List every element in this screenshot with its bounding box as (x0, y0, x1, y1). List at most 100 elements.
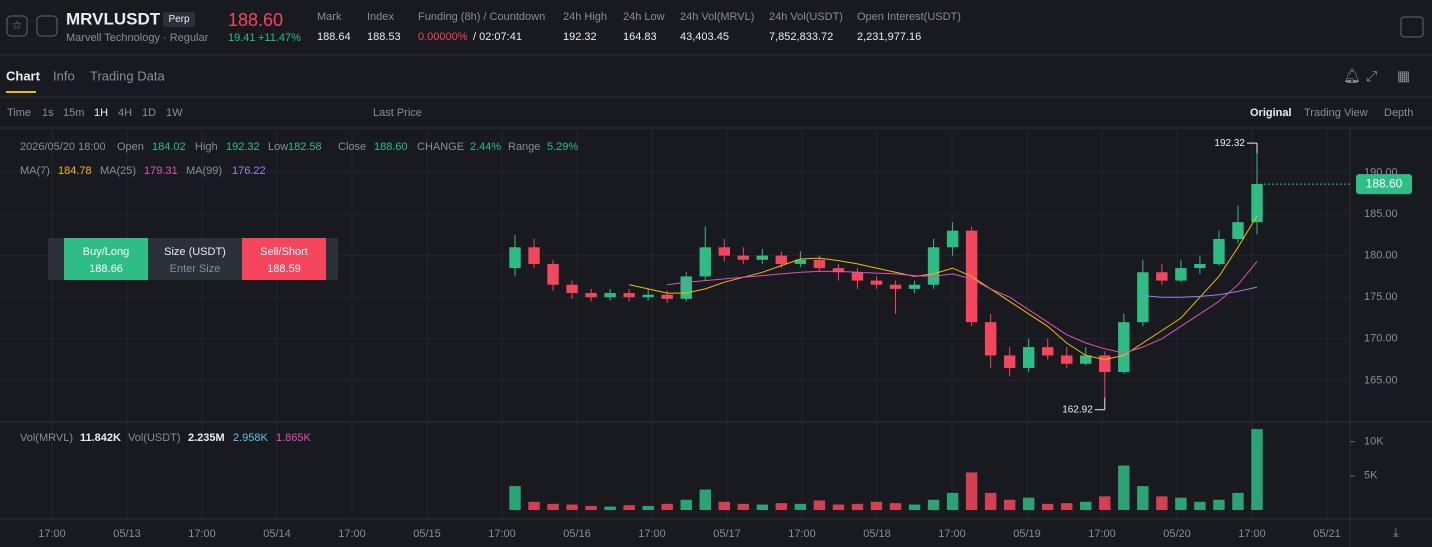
volume-bar (623, 505, 635, 510)
y-tick-label: 185.00 (1364, 208, 1398, 220)
volume-bar (718, 501, 730, 510)
candle-body (889, 284, 902, 289)
volume-bar (642, 505, 654, 510)
candle-body (528, 247, 540, 264)
volume-bar (699, 489, 711, 510)
candle-body (832, 268, 845, 273)
ma-line (629, 215, 1258, 361)
volume-bar (927, 499, 940, 510)
menu-icon[interactable] (1400, 16, 1424, 38)
buy-button[interactable] (64, 238, 148, 280)
badge (163, 12, 195, 27)
x-tick-label: 05/13 (113, 528, 141, 540)
legend-value: 184.02 (152, 141, 186, 153)
stat-value: 192.32 (563, 31, 597, 43)
interval[interactable]: 1H (94, 107, 108, 119)
legend-value: 2.44% (470, 141, 501, 153)
candle-body (585, 293, 597, 298)
volume-bar (1061, 503, 1073, 510)
volume-bar (1042, 503, 1054, 510)
interval[interactable]: Time (7, 107, 31, 119)
x-tick-label: 05/21 (1313, 528, 1341, 540)
x-tick-label: 17:00 (1088, 528, 1116, 540)
stat-value: 188.53 (367, 31, 401, 43)
legend-label: Close (338, 141, 366, 153)
x-tick-label: 17:00 (38, 528, 66, 540)
expand-icon[interactable]: ⤢ (1366, 68, 1377, 84)
layout-icon[interactable]: ▦ (1397, 68, 1410, 84)
vol-ma-label: 2.958K (233, 432, 269, 444)
x-tick-label: 17:00 (638, 528, 666, 540)
interval[interactable]: 15m (63, 107, 84, 119)
candle-body (509, 247, 521, 269)
x-tick-label: 05/15 (413, 528, 441, 540)
interval[interactable]: 4H (118, 107, 132, 119)
tab-underline (6, 91, 36, 93)
volume-bar (1003, 499, 1016, 510)
header-bg (0, 0, 1432, 55)
view[interactable]: Depth (1384, 107, 1413, 119)
candle-body (1118, 322, 1130, 373)
volume-bar (1251, 429, 1263, 510)
interval[interactable]: 1W (166, 107, 183, 119)
legend-value: 182.58 (288, 141, 322, 153)
legend-label: Low (268, 141, 288, 153)
candle-body (946, 230, 959, 248)
ma-legend-name: MA(7) (20, 165, 50, 177)
candle-body (1251, 184, 1263, 223)
sell-button[interactable] (242, 238, 326, 280)
candle-body (1099, 355, 1111, 373)
candle-body (642, 294, 654, 298)
candle-body (756, 255, 769, 260)
sell-label: Sell/Short (260, 246, 308, 258)
stat-label: Funding (8h) / Countdown (418, 11, 545, 23)
size-input[interactable]: Enter Size (170, 263, 221, 275)
candle-body (604, 293, 616, 298)
volume-bar (1080, 501, 1092, 510)
stat-extra: / 02:07:41 (473, 31, 522, 43)
tab[interactable]: Chart (6, 68, 41, 83)
ma-line (667, 261, 1258, 354)
x-tick-label: 05/16 (563, 528, 591, 540)
y-tick-label: 165.00 (1364, 374, 1398, 386)
candle-body (794, 259, 807, 264)
stat-label: 24h Vol(USDT) (769, 11, 843, 23)
volume-bar (1232, 492, 1244, 510)
x-tick-label: 05/18 (863, 528, 891, 540)
favorite-icon[interactable] (6, 15, 28, 37)
stat-label: Mark (317, 11, 342, 23)
candle-body (1137, 272, 1149, 323)
tab[interactable]: Info (53, 68, 75, 83)
alert-icon[interactable]: 🔔︎ (1343, 68, 1361, 84)
volume-bar (832, 504, 845, 510)
info-icon[interactable] (36, 15, 58, 37)
volume-bar (1099, 496, 1111, 510)
legend-label: Open (117, 141, 144, 153)
price-type[interactable]: Last Price (373, 107, 422, 119)
candle-body (547, 263, 559, 285)
stat-value: 164.83 (623, 31, 657, 43)
volume-bar (965, 472, 978, 510)
vol-legend-value: 2.235M (188, 432, 225, 444)
annotation: 192.32 (1214, 138, 1245, 149)
legend-value: 188.60 (374, 141, 408, 153)
x-tick-label: 05/20 (1163, 528, 1191, 540)
volume-bar (680, 499, 692, 510)
x-tick-label: 05/17 (713, 528, 741, 540)
volume-bar (509, 486, 521, 510)
interval[interactable]: 1D (142, 107, 156, 119)
candle-body (1022, 347, 1035, 368)
volume-bar (547, 503, 559, 510)
candle-body (775, 255, 788, 264)
candle-body (851, 272, 864, 281)
candle-body (1175, 268, 1187, 281)
view[interactable]: Original (1250, 107, 1292, 119)
scroll-icon[interactable]: ⤓ (1393, 524, 1399, 539)
interval[interactable]: 1s (42, 107, 54, 119)
view[interactable]: Trading View (1304, 107, 1368, 119)
tab[interactable]: Trading Data (90, 68, 165, 83)
candle-body (680, 276, 692, 299)
stat-label: 24h Vol(MRVL) (680, 11, 754, 23)
x-tick-label: 17:00 (188, 528, 216, 540)
